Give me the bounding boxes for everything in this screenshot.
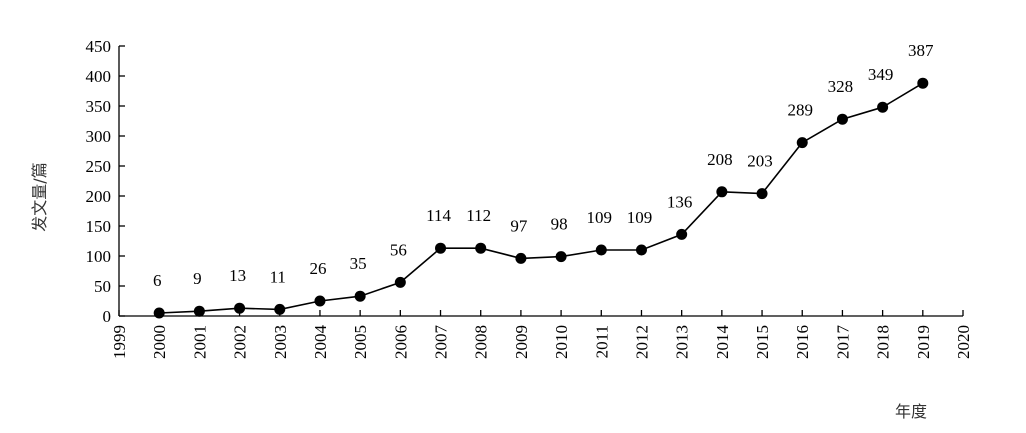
x-tick-label: 2007 [432, 325, 451, 360]
data-label: 208 [707, 150, 733, 169]
data-point [756, 188, 768, 200]
x-tick-label: 2000 [150, 325, 169, 359]
x-tick-label: 2019 [914, 325, 933, 359]
data-label: 109 [627, 208, 653, 227]
data-point [716, 186, 728, 198]
data-point [796, 137, 808, 149]
y-tick-label: 350 [86, 97, 112, 116]
y-tick-label: 450 [86, 37, 112, 56]
data-label: 26 [309, 259, 326, 278]
y-tick-label: 300 [86, 127, 112, 146]
data-label: 35 [350, 254, 367, 273]
x-tick-label: 2016 [793, 325, 812, 359]
data-label: 112 [466, 206, 491, 225]
data-point [193, 305, 205, 317]
x-tick-label: 2008 [472, 325, 491, 359]
series-line [159, 82, 924, 314]
data-point [354, 290, 366, 302]
data-label: 349 [868, 65, 894, 84]
x-tick-label: 2011 [592, 325, 611, 358]
x-tick-label: 2006 [391, 325, 410, 359]
data-point [435, 242, 447, 254]
data-label: 6 [153, 271, 162, 290]
data-point [877, 101, 889, 113]
data-label: 98 [551, 215, 568, 234]
data-label: 203 [747, 152, 773, 171]
data-label: 97 [510, 216, 528, 235]
data-point [153, 307, 165, 319]
series-publication-count [153, 77, 929, 319]
x-tick-label: 2013 [673, 325, 692, 359]
y-tick-label: 150 [86, 217, 112, 236]
data-point [475, 242, 487, 254]
data-point [917, 77, 929, 89]
data-label: 136 [667, 192, 693, 211]
data-point [274, 303, 286, 315]
data-point [234, 302, 246, 314]
x-tick-label: 2005 [351, 325, 370, 359]
y-tick-label: 250 [86, 157, 112, 176]
x-tick-label: 2002 [231, 325, 250, 359]
x-tick-label: 2009 [512, 325, 531, 359]
data-label: 13 [229, 266, 246, 285]
data-label: 387 [908, 41, 934, 60]
y-tick-label: 400 [86, 67, 112, 86]
data-label: 9 [193, 269, 202, 288]
data-labels: 6 9 13 11 26 35 56 114 112 97 98 109 109 136 208 203 289… [153, 41, 934, 290]
data-point [676, 228, 688, 240]
data-label: 328 [828, 77, 854, 96]
data-point [314, 295, 326, 307]
x-tick-label: 2001 [190, 325, 209, 359]
x-tick-label: 2017 [833, 325, 852, 360]
y-tick-label: 50 [94, 277, 111, 296]
x-axis: 1999 2000 2001 2002 2003 2004 2005 2006 2007 2008… [110, 310, 973, 359]
data-label: 56 [390, 240, 407, 259]
data-label: 109 [587, 208, 613, 227]
x-tick-label: 2020 [954, 325, 973, 359]
x-tick-label: 2003 [271, 325, 290, 359]
x-tick-label: 2015 [753, 325, 772, 359]
x-tick-label: 1999 [110, 325, 129, 359]
y-axis-title: 发文量/篇 [30, 162, 49, 231]
x-tick-label: 2018 [874, 325, 893, 359]
y-tick-label: 200 [86, 187, 112, 206]
data-point [515, 252, 527, 264]
data-label: 289 [787, 101, 813, 120]
data-label: 114 [426, 206, 451, 225]
y-tick-label: 100 [86, 247, 112, 266]
x-tick-label: 2012 [632, 325, 651, 359]
x-tick-label: 2010 [552, 325, 571, 359]
data-point [635, 244, 647, 256]
y-tick-label: 0 [103, 307, 112, 326]
x-axis-title: 年度 [895, 402, 927, 421]
data-point [555, 251, 567, 263]
y-axis: 0 50 100 150 200 250 300 350 400 450 [86, 37, 125, 326]
data-point [836, 113, 848, 125]
data-label: 11 [270, 267, 286, 286]
data-point [595, 244, 607, 256]
x-tick-label: 2014 [713, 325, 732, 360]
x-tick-label: 2004 [311, 325, 330, 360]
data-point [394, 276, 406, 288]
